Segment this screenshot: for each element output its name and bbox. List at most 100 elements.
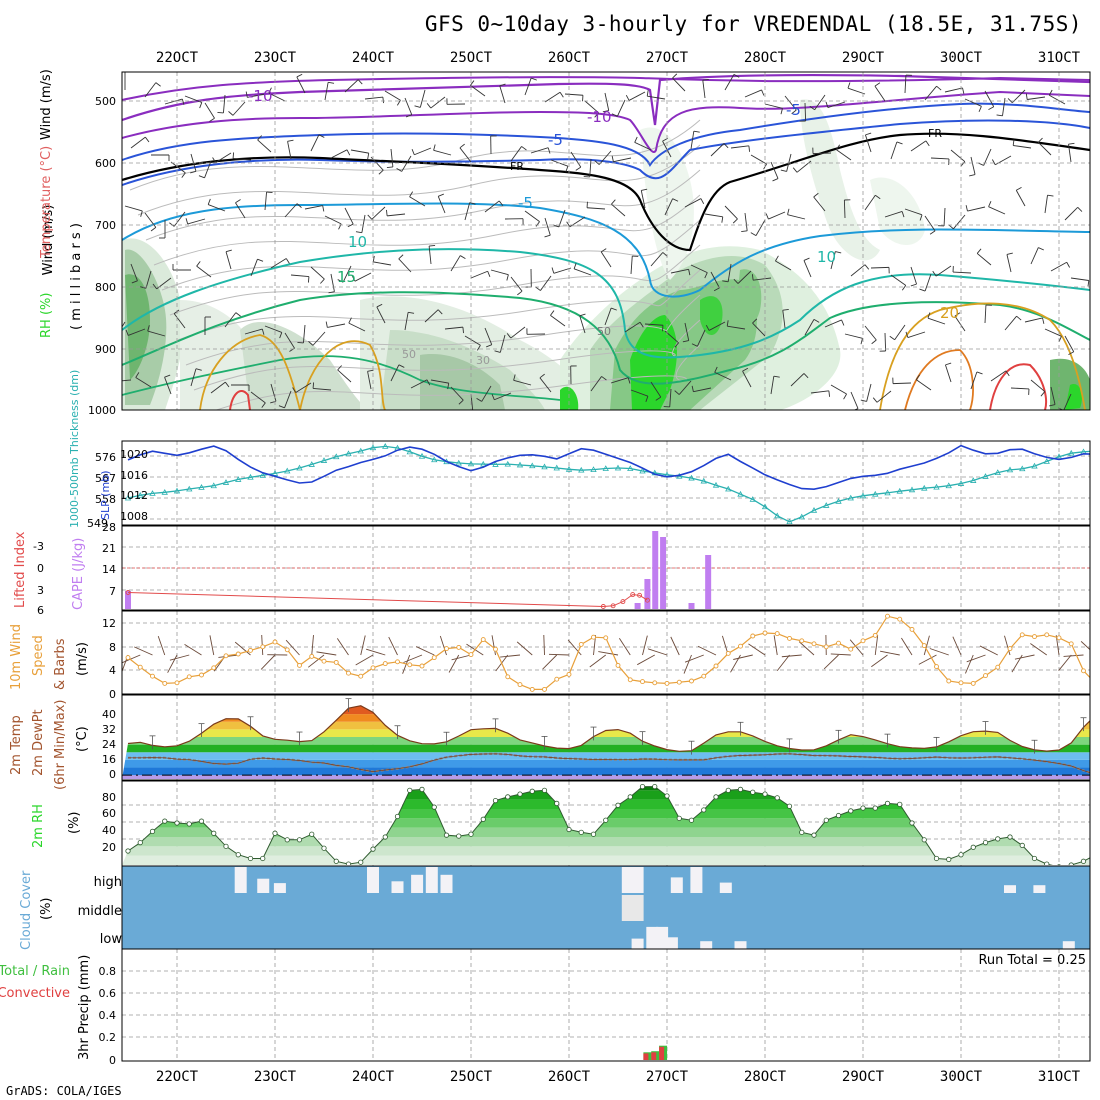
wind-barb-flag [780, 108, 783, 115]
wind-speed-point [333, 659, 339, 665]
wind-barb [290, 274, 309, 278]
rh-band [122, 846, 1090, 856]
wind-speed-point [407, 662, 413, 668]
y-tick: 567 [95, 472, 116, 485]
wind-barb [144, 82, 157, 98]
wind-barb [924, 273, 932, 292]
precip-ticks: 0.8 0.6 0.4 0.2 0 [99, 965, 117, 1067]
contour-line [177, 269, 701, 341]
wind-barb [371, 206, 386, 220]
wind-barb [464, 335, 481, 346]
wind-barb [1024, 317, 1043, 323]
wind-barb [924, 85, 937, 101]
wind-barb-flag [751, 274, 754, 281]
date-labels-top: 22OCT 23OCT 24OCT 25OCT 26OCT 27OCT 28OC… [156, 50, 1081, 66]
rh-point [223, 843, 229, 849]
wind-barb [600, 251, 612, 268]
rh-plot [122, 783, 1098, 865]
y-tick: 14 [102, 563, 116, 576]
thickness-point [186, 485, 193, 492]
wind-barb [390, 364, 400, 382]
thickness-point [529, 462, 536, 469]
thickness-point [345, 450, 352, 457]
upper-contour-labels: -10 -10 -5 -5 -5 FR FR 10 15 10 20 50 50… [248, 87, 959, 367]
wind-barb-flag [773, 375, 780, 378]
wind-barb-flag [732, 218, 738, 224]
contour-line [215, 344, 701, 410]
rh-axis-label: RH (%) [39, 293, 54, 338]
wind-barb [847, 87, 866, 95]
contour-line [185, 294, 701, 366]
wind-barb-flag [791, 109, 797, 115]
grads-credit: GrADS: COLA/IGES [6, 1084, 122, 1098]
wind-barb [670, 636, 680, 656]
panel-frame [121, 694, 1091, 781]
wind-barb-flag [476, 397, 482, 402]
wind-barb [481, 385, 492, 402]
rh-point [125, 848, 131, 854]
slp-series-line [127, 444, 1090, 491]
cloud-background [122, 866, 1090, 949]
wind-barb [257, 139, 272, 153]
wind-barb-flag [611, 113, 618, 117]
wind-axis-label-d: (m/s) [75, 642, 90, 676]
wind-barb [835, 149, 852, 161]
temp-band [122, 744, 1090, 753]
wind-barb-flag [927, 312, 931, 319]
wind-barb [890, 274, 907, 286]
thickness-point [137, 491, 144, 498]
panel-frame [121, 525, 1091, 611]
wind-barb [437, 196, 446, 214]
temp-band [122, 729, 1090, 737]
wind-barb [539, 377, 552, 393]
wind-barb [1068, 144, 1072, 163]
wind-barb [953, 214, 966, 230]
thickness-point [565, 466, 573, 472]
wind-barb [628, 91, 646, 101]
wind-barb [145, 270, 152, 289]
wind-barb [312, 331, 326, 346]
wind-barb-flag [936, 85, 942, 91]
rh-point [799, 829, 805, 835]
wind-barb-flag [225, 381, 230, 388]
wind-barb [616, 99, 626, 117]
cloud-bar [1033, 885, 1046, 893]
wind-barb-flag [925, 140, 930, 147]
wind-barb-flag [988, 106, 994, 111]
contour-line [145, 169, 701, 241]
wind-barb-flag [297, 341, 304, 344]
rh-region [1065, 384, 1082, 410]
wind-barb [1070, 277, 1089, 281]
wind-barb [310, 134, 320, 152]
wind-barb [830, 653, 851, 656]
wind-barb [935, 265, 952, 277]
rh-point [639, 783, 646, 790]
temp-band [122, 767, 1090, 776]
wind-barb [954, 315, 966, 332]
thickness-point [467, 460, 475, 467]
wind-barb-flag [547, 147, 551, 154]
thickness-point [957, 480, 965, 486]
wind-barb [260, 654, 276, 670]
cloud-bar [257, 878, 270, 893]
wind-barb-flag [152, 283, 157, 290]
wind-speed-point [1081, 668, 1086, 674]
rh-point [1044, 861, 1050, 865]
wind-barb [330, 273, 335, 292]
rh-region [125, 274, 150, 380]
wind-barb-flag [409, 191, 414, 197]
temp-band [122, 706, 1090, 715]
thickness-point [271, 470, 279, 476]
wind-speed-point [627, 677, 633, 683]
rh-point [1094, 853, 1098, 857]
y-tick: 0 [37, 562, 44, 575]
wind-barb [1030, 379, 1046, 392]
wind-barb [444, 326, 463, 330]
thickness-point [627, 465, 634, 471]
thickness-point [259, 472, 266, 478]
wind-barb-flag [741, 230, 748, 233]
wind-barb [650, 381, 662, 398]
wind-barb-flag [266, 191, 273, 194]
contour-line [122, 76, 1090, 101]
wind-barb [950, 149, 966, 162]
